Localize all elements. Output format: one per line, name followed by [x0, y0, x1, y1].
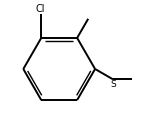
Text: S: S: [110, 80, 116, 89]
Text: Cl: Cl: [35, 4, 45, 14]
